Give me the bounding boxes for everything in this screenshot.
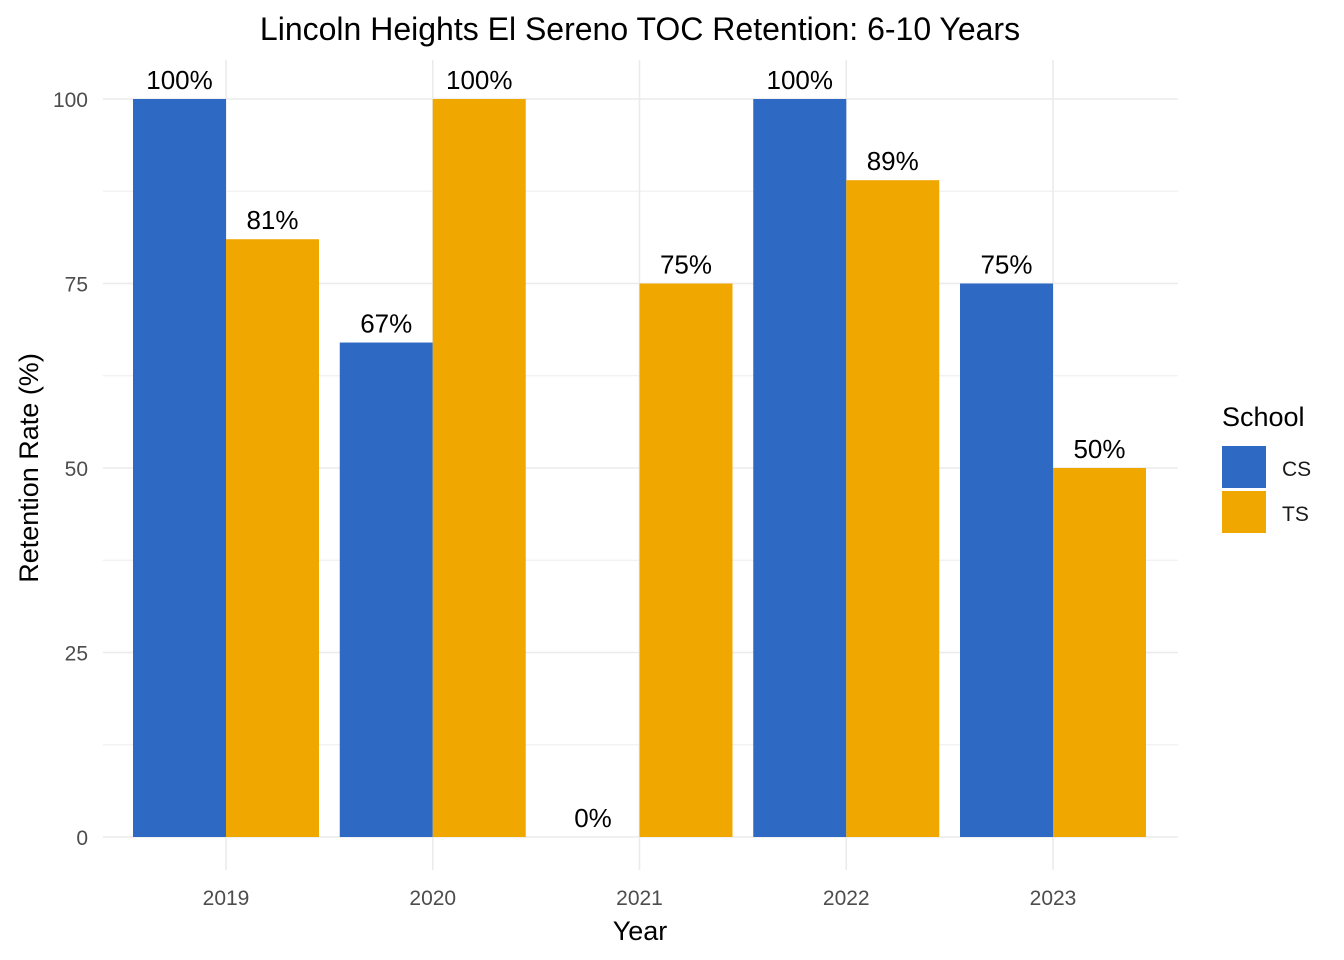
y-tick-label: 25 bbox=[65, 643, 88, 666]
legend-label-ts: TS bbox=[1282, 503, 1309, 526]
bar-label-cs-2019: 100% bbox=[146, 65, 213, 95]
y-tick-label: 50 bbox=[65, 458, 88, 481]
x-tick-label: 2020 bbox=[409, 887, 456, 910]
x-tick-label: 2022 bbox=[823, 887, 870, 910]
x-axis-title: Year bbox=[613, 916, 668, 946]
x-tick-label: 2019 bbox=[203, 887, 250, 910]
bar-ts-2022 bbox=[846, 180, 940, 837]
legend-key-cs bbox=[1222, 446, 1266, 488]
x-tick-label: 2021 bbox=[616, 887, 663, 910]
legend-title: School bbox=[1222, 402, 1305, 432]
y-axis-title: Retention Rate (%) bbox=[14, 353, 44, 583]
chart-title: Lincoln Heights El Sereno TOC Retention:… bbox=[260, 11, 1020, 47]
y-tick-label: 75 bbox=[65, 274, 88, 297]
y-tick-label: 100 bbox=[53, 89, 88, 112]
bar-labels: 100% 67% 0% 100% 75% 81% 100% 75% 89% 50% bbox=[146, 65, 1125, 833]
bar-label-ts-2022: 89% bbox=[867, 146, 919, 176]
y-tick-label: 0 bbox=[76, 827, 88, 850]
bar-ts-2023 bbox=[1053, 468, 1146, 837]
bar-ts-2020 bbox=[432, 99, 526, 837]
bar-label-cs-2022: 100% bbox=[767, 65, 834, 95]
bar-label-cs-2020: 67% bbox=[360, 309, 412, 339]
y-axis-ticks: 0 25 50 75 100 bbox=[53, 89, 88, 850]
bar-cs-2022 bbox=[753, 99, 847, 837]
bar-cs-2020 bbox=[339, 342, 433, 837]
bar-label-ts-2023: 50% bbox=[1073, 434, 1125, 464]
legend-key-ts bbox=[1222, 491, 1266, 533]
x-axis-ticks: 2019 2020 2021 2022 2023 bbox=[203, 887, 1077, 910]
bar-ts-2021 bbox=[639, 283, 733, 837]
legend-label-cs: CS bbox=[1282, 458, 1311, 481]
bar-label-ts-2019: 81% bbox=[246, 205, 298, 235]
legend: School CS TS bbox=[1222, 402, 1311, 533]
bar-label-ts-2021: 75% bbox=[660, 250, 712, 280]
bar-label-cs-2021: 0% bbox=[574, 803, 612, 833]
bar-label-ts-2020: 100% bbox=[446, 65, 513, 95]
bars bbox=[133, 99, 1146, 838]
bar-label-cs-2023: 75% bbox=[980, 250, 1032, 280]
x-tick-label: 2023 bbox=[1030, 887, 1077, 910]
bar-cs-2023 bbox=[960, 283, 1053, 837]
bar-ts-2019 bbox=[226, 239, 319, 838]
bar-cs-2019 bbox=[133, 99, 226, 837]
